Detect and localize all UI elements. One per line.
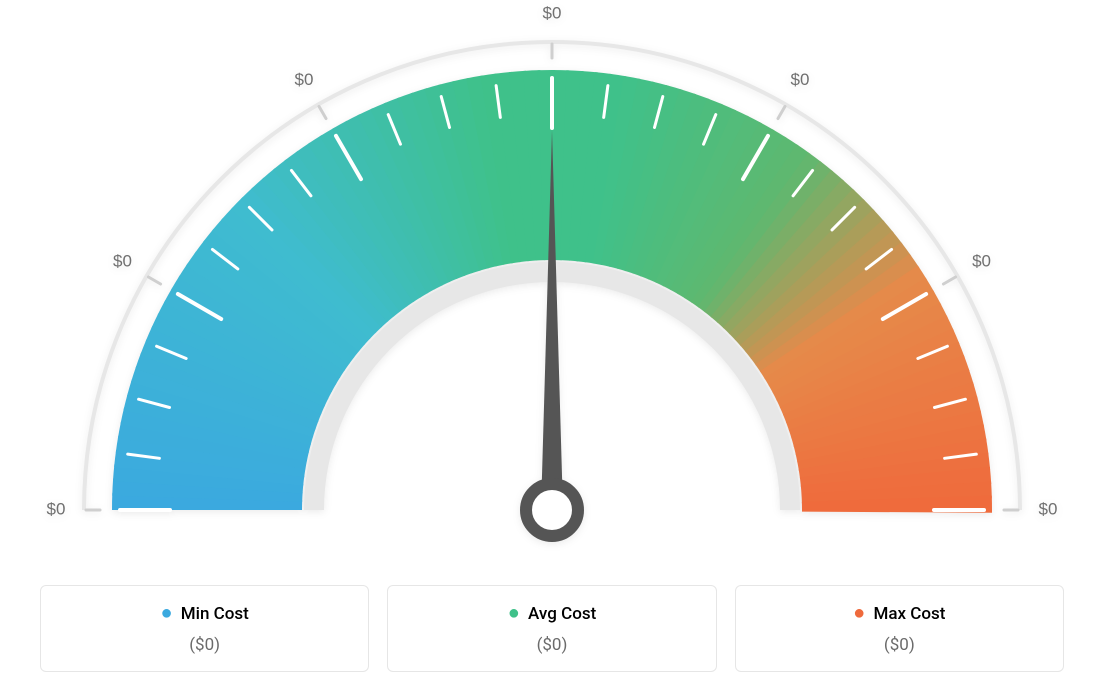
svg-text:$0: $0 — [1039, 499, 1058, 518]
svg-text:$0: $0 — [543, 3, 562, 22]
svg-text:$0: $0 — [791, 70, 810, 89]
legend-text: Max Cost — [874, 604, 946, 624]
svg-text:$0: $0 — [972, 251, 991, 270]
legend-value-avg: ($0) — [398, 635, 705, 655]
gauge-chart: $0 $0 $0 $0 $0 $0 $0 — [2, 0, 1102, 560]
legend-text: Avg Cost — [528, 604, 596, 624]
legend-value-min: ($0) — [51, 635, 358, 655]
legend-text: Min Cost — [181, 604, 249, 624]
svg-text:$0: $0 — [113, 251, 132, 270]
dot-icon: ● — [508, 600, 520, 624]
legend-label-avg: ● Avg Cost — [398, 600, 705, 625]
legend-card-avg: ● Avg Cost ($0) — [387, 585, 716, 672]
legend-label-max: ● Max Cost — [746, 600, 1053, 625]
legend-row: ● Min Cost ($0) ● Avg Cost ($0) ● Max Co… — [40, 585, 1064, 672]
dot-icon: ● — [160, 600, 172, 624]
legend-card-min: ● Min Cost ($0) — [40, 585, 369, 672]
legend-card-max: ● Max Cost ($0) — [735, 585, 1064, 672]
legend-value-max: ($0) — [746, 635, 1053, 655]
legend-label-min: ● Min Cost — [51, 600, 358, 625]
dot-icon: ● — [853, 600, 865, 624]
svg-text:$0: $0 — [295, 70, 314, 89]
svg-text:$0: $0 — [47, 499, 66, 518]
